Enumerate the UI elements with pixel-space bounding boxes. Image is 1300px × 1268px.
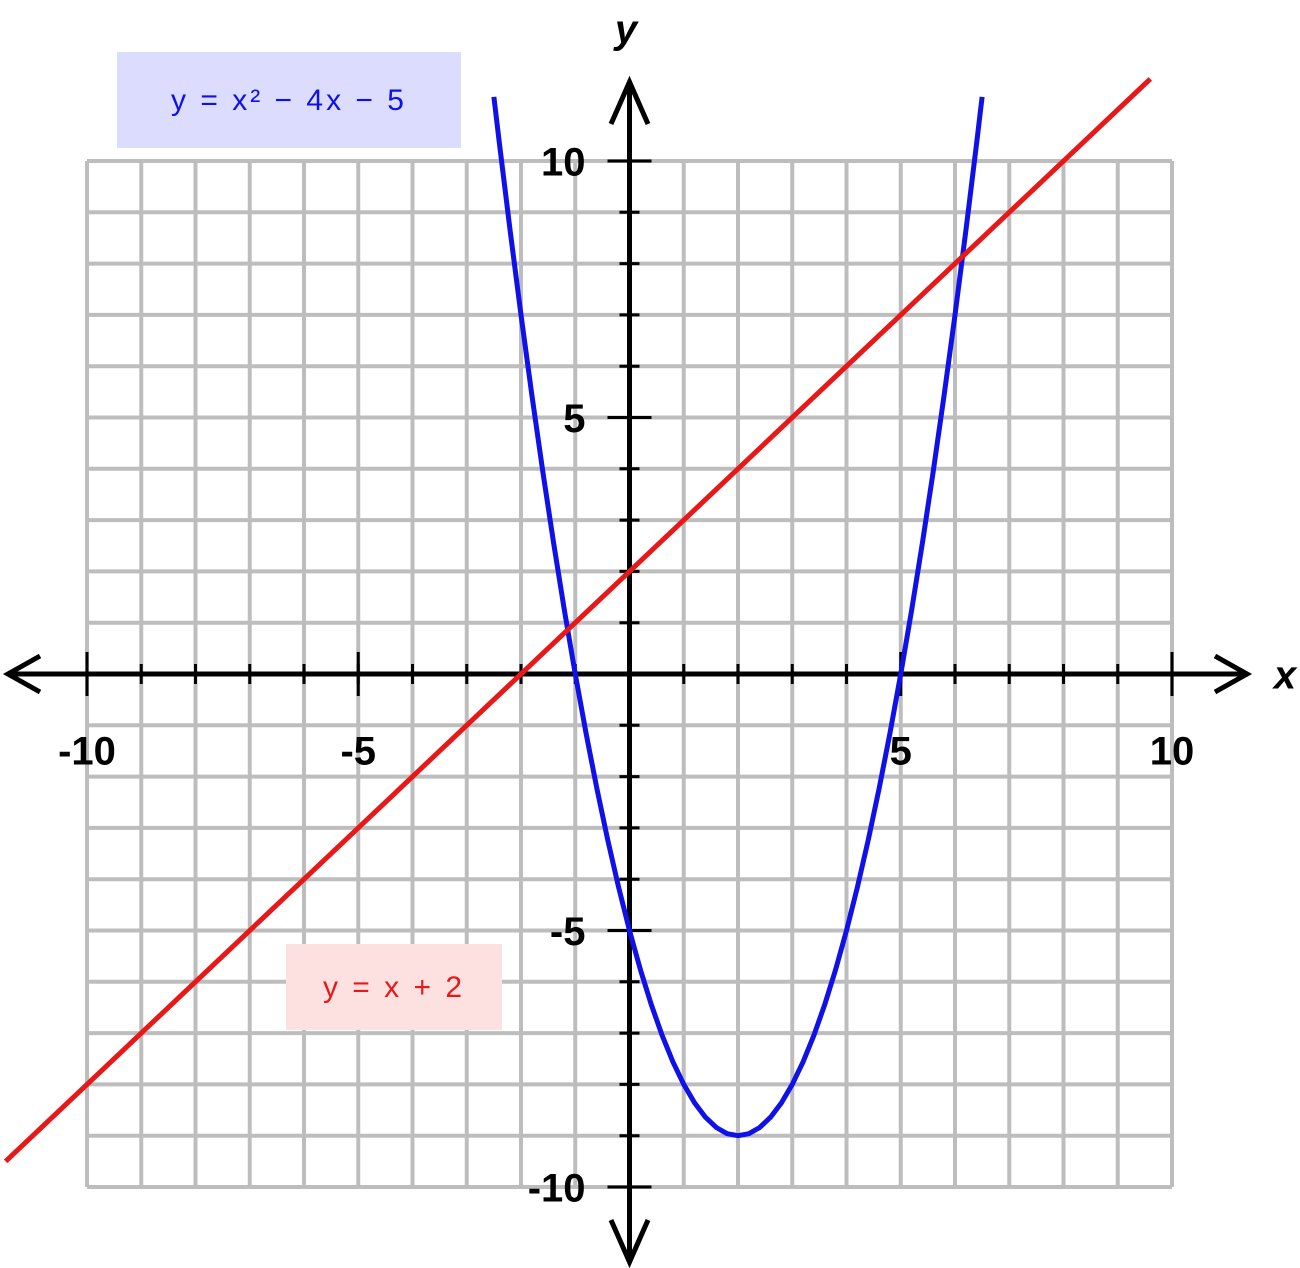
x-axis-arrow bbox=[2, 653, 42, 695]
x-tick-label: -10 bbox=[58, 730, 116, 774]
x-tick-label: 5 bbox=[890, 730, 912, 774]
series-line bbox=[3, 77, 1153, 1164]
y-axis-arrow bbox=[608, 1218, 651, 1268]
x-axis-label: x bbox=[1272, 654, 1298, 698]
y-axis-label: y bbox=[613, 8, 639, 52]
legend-box bbox=[117, 52, 461, 148]
series-line bbox=[491, 96, 985, 1139]
tick-labels: -10 -5 5 10 -10 -5 5 10 bbox=[58, 141, 1194, 1211]
legend: y = x² − 4x − 5 y = x + 2 bbox=[117, 52, 502, 1030]
legend-label: y = x² − 4x − 5 bbox=[171, 84, 407, 117]
y-tick-label: -5 bbox=[550, 910, 586, 954]
y-tick-label: -10 bbox=[528, 1167, 586, 1211]
x-tick-label: 10 bbox=[1150, 730, 1195, 774]
y-tick-label: 5 bbox=[563, 397, 585, 441]
curves bbox=[3, 77, 1153, 1164]
y-tick-label: 10 bbox=[541, 141, 586, 185]
legend-box bbox=[286, 944, 502, 1030]
legend-label: y = x + 2 bbox=[323, 971, 465, 1004]
x-axis-arrow bbox=[1213, 653, 1253, 695]
y-axis-arrow bbox=[608, 75, 651, 126]
x-tick-label: -5 bbox=[340, 730, 376, 774]
